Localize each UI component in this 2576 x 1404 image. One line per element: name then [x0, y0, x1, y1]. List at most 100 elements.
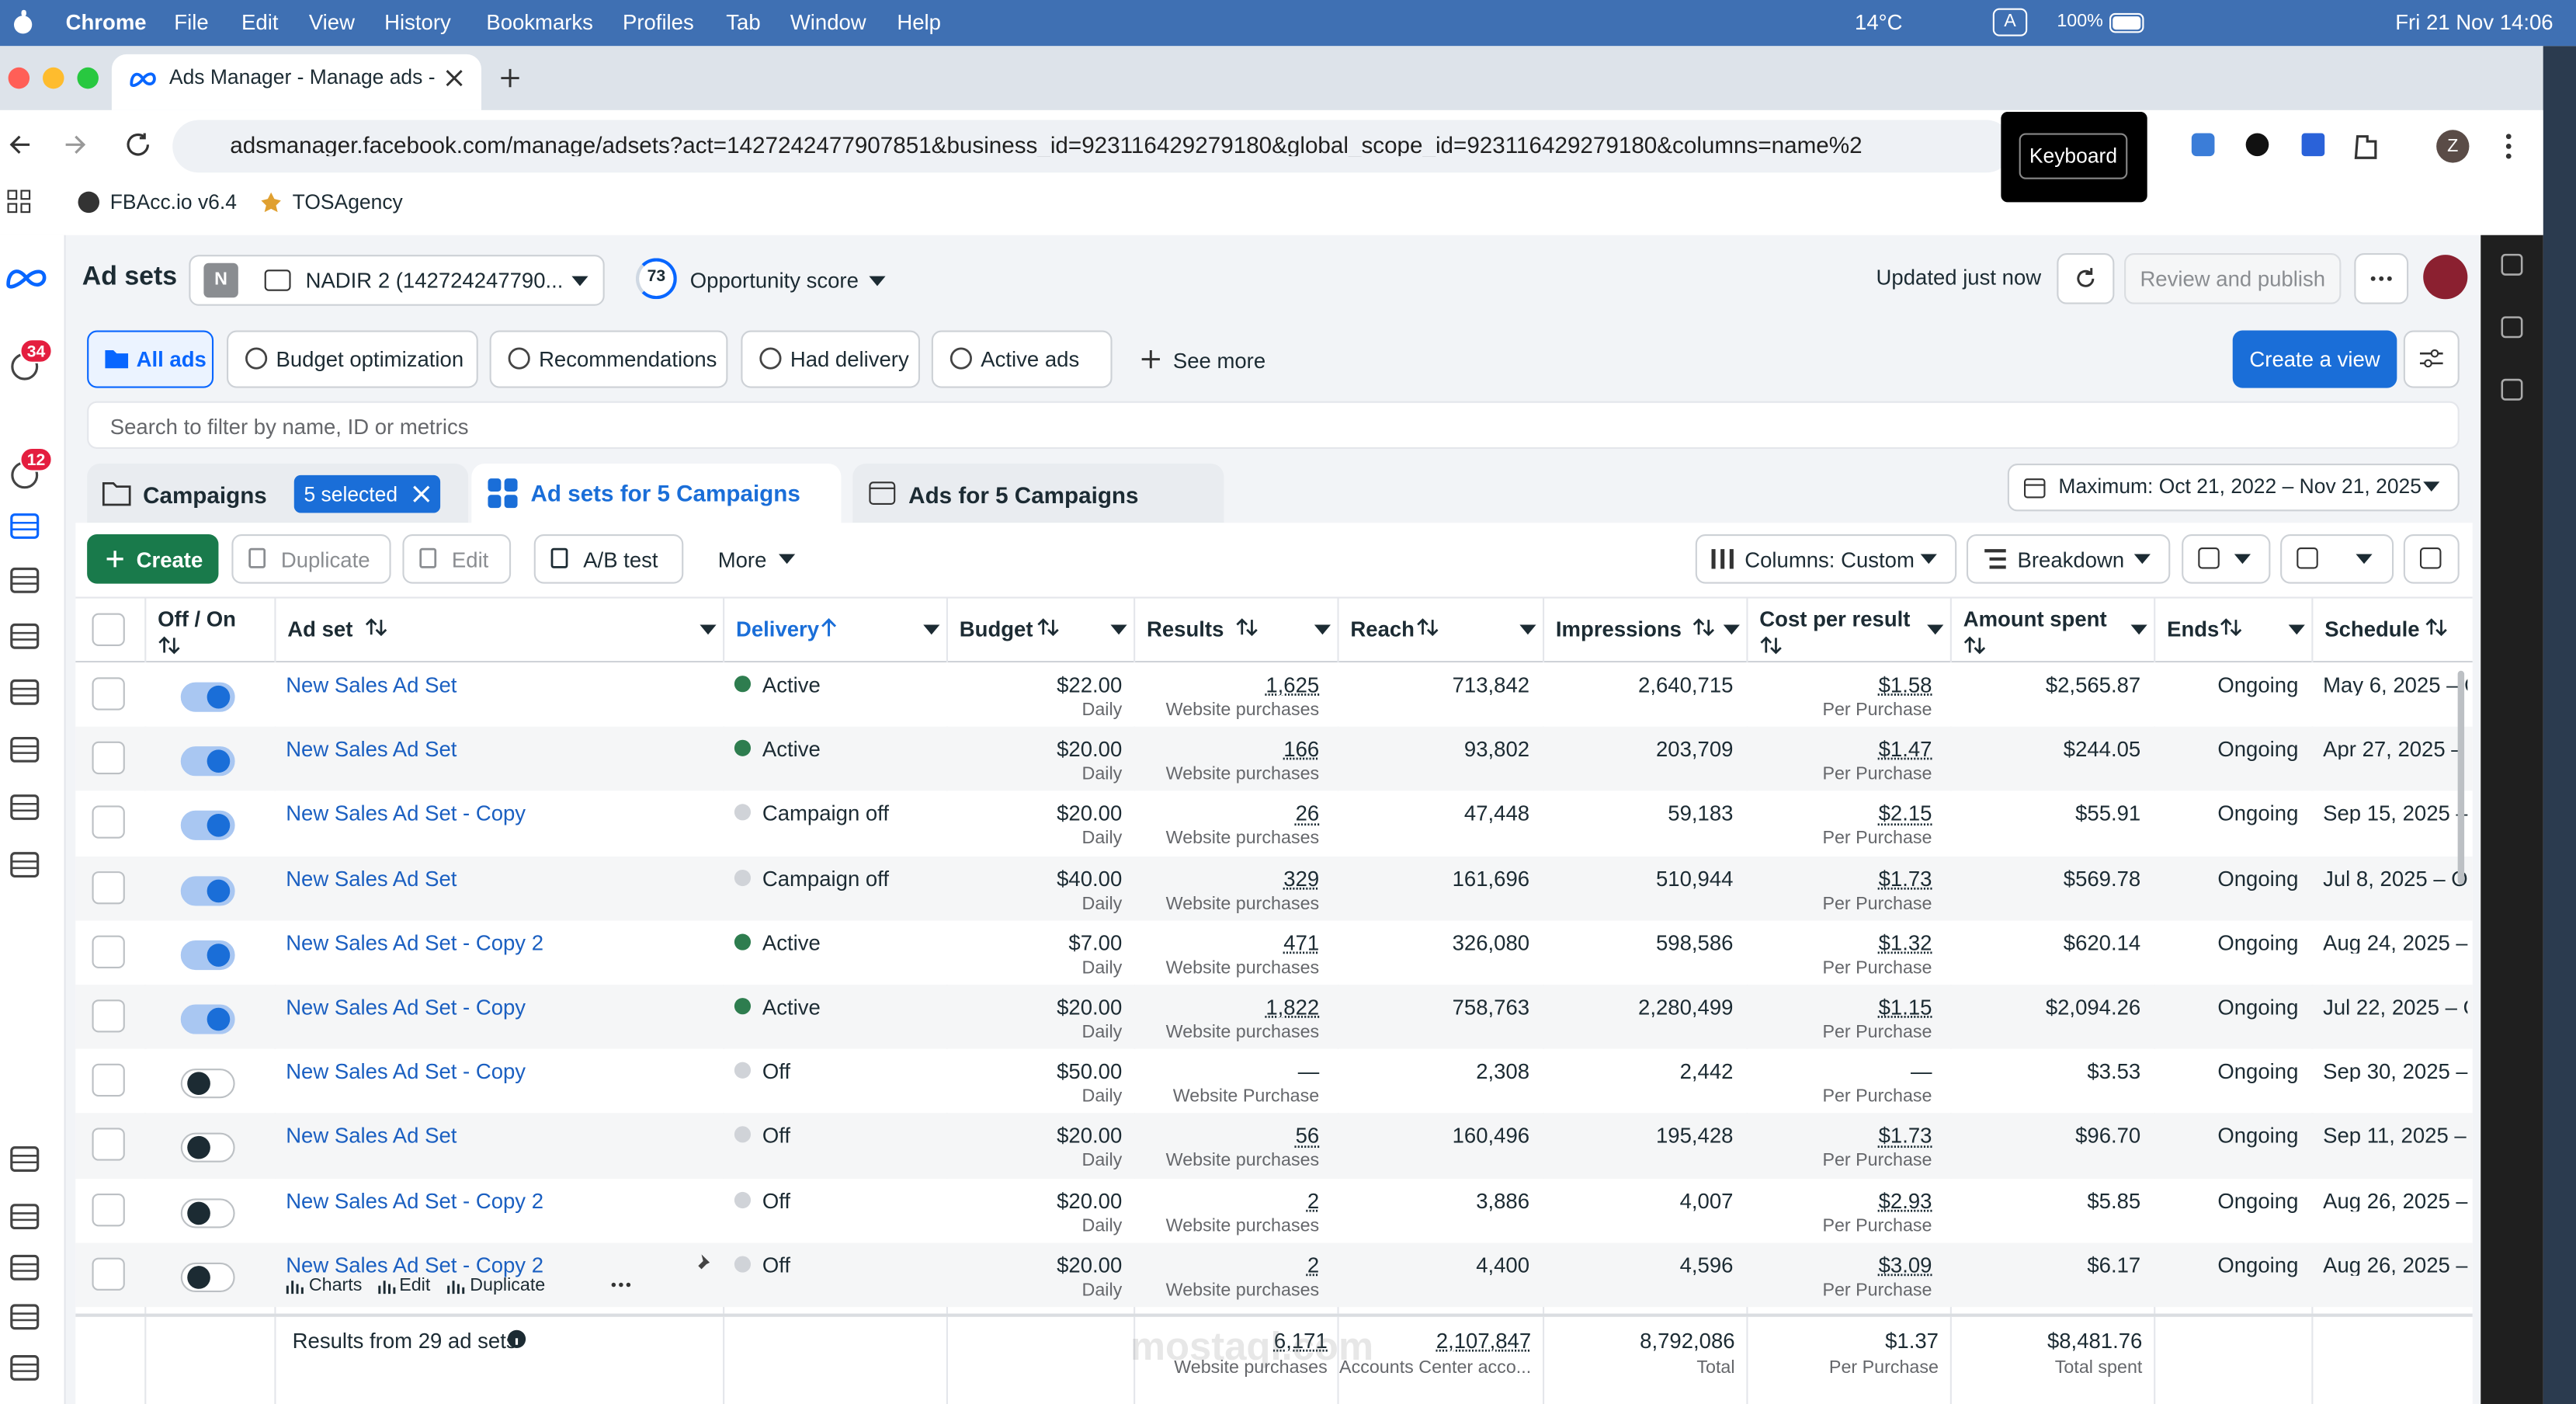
toggle[interactable]	[180, 1262, 235, 1292]
filter-chip-label[interactable]: Budget optimization	[276, 346, 464, 372]
column-header[interactable]: Off / On	[158, 606, 237, 631]
ad-set-name[interactable]: New Sales Ad Set	[286, 865, 457, 891]
checkbox[interactable]	[92, 1064, 125, 1097]
filter-chip-label[interactable]: Had delivery	[790, 346, 909, 372]
ad-set-name[interactable]: New Sales Ad Set	[286, 736, 457, 762]
refresh-button[interactable]	[2057, 253, 2115, 304]
ad-set-name[interactable]: New Sales Ad Set - Copy	[286, 801, 526, 826]
checkbox[interactable]	[92, 1193, 125, 1226]
menu-item[interactable]: Window	[790, 9, 866, 35]
toolbar-label[interactable]: A/B test	[583, 547, 658, 572]
row-action[interactable]: Charts	[308, 1275, 363, 1295]
column-header[interactable]: Ad set	[287, 616, 353, 641]
ad-set-name[interactable]: New Sales Ad Set - Copy 2	[286, 930, 544, 955]
checkbox[interactable]	[92, 999, 125, 1033]
toolbar-label[interactable]: Duplicate	[280, 547, 370, 572]
toolbar-button[interactable]	[2280, 534, 2394, 584]
window-button[interactable]	[77, 67, 99, 89]
checkbox[interactable]	[92, 742, 125, 775]
checkbox[interactable]	[92, 806, 125, 839]
toolbar-button[interactable]	[231, 534, 391, 584]
profile-avatar[interactable]: Z	[2436, 130, 2470, 163]
create-label[interactable]: Create	[136, 547, 203, 572]
column-header[interactable]: Impressions	[1555, 616, 1682, 641]
toolbar-button[interactable]	[533, 534, 684, 584]
menu-item[interactable]: Tab	[726, 9, 761, 35]
active-tab[interactable]	[111, 54, 482, 110]
level-tab[interactable]	[852, 464, 1224, 523]
column-header[interactable]: Reach	[1350, 616, 1415, 641]
toggle-knob	[207, 943, 231, 967]
column-header[interactable]: Schedule	[2324, 616, 2420, 641]
checkbox[interactable]	[92, 1257, 125, 1291]
create-view-button[interactable]: Create a view	[2232, 330, 2397, 388]
toggle[interactable]	[180, 811, 235, 841]
menu-item[interactable]: Edit	[241, 9, 279, 35]
opportunity-label[interactable]: Opportunity score	[689, 268, 859, 293]
toolbar-button[interactable]	[2182, 534, 2271, 584]
column-header[interactable]: Ends	[2167, 616, 2220, 641]
column-header[interactable]: Budget	[959, 616, 1033, 641]
toolbar-label[interactable]: Columns: Custom	[1745, 547, 1915, 572]
toggle[interactable]	[180, 1069, 235, 1099]
checkbox[interactable]	[92, 613, 125, 647]
filter-chip[interactable]	[931, 330, 1113, 388]
menu-item[interactable]: Profiles	[622, 9, 694, 35]
toggle[interactable]	[180, 1197, 235, 1228]
ad-set-name[interactable]: New Sales Ad Set	[286, 1123, 457, 1149]
toggle[interactable]	[180, 940, 235, 970]
ad-set-name[interactable]: New Sales Ad Set	[286, 672, 457, 697]
filter-chip[interactable]	[741, 330, 920, 388]
account-icon	[264, 269, 291, 291]
window-button[interactable]	[43, 67, 64, 89]
filter-chip-label[interactable]: All ads	[136, 346, 207, 372]
toolbar-label[interactable]: Breakdown	[2017, 547, 2125, 572]
menu-item[interactable]: File	[174, 9, 209, 35]
bookmark[interactable]: TOSAgency	[292, 190, 403, 214]
date-picker[interactable]	[2007, 464, 2460, 512]
ad-set-name[interactable]: New Sales Ad Set - Copy 2	[286, 1252, 544, 1277]
toolbar-button[interactable]	[2403, 534, 2460, 584]
checkbox[interactable]	[92, 1128, 125, 1162]
level-tab-active[interactable]	[471, 464, 842, 523]
toggle[interactable]	[180, 1133, 235, 1163]
row-action[interactable]: Edit	[399, 1275, 431, 1295]
filter-chip-label[interactable]: Recommendations	[539, 346, 717, 372]
omnibox[interactable]	[172, 120, 2013, 173]
toolbar-label[interactable]: Edit	[451, 547, 489, 572]
user-avatar[interactable]	[2423, 255, 2468, 300]
review-publish-button[interactable]: Review and publish	[2124, 253, 2342, 304]
filter-chip[interactable]	[227, 330, 478, 388]
cell-spent: $55.91	[2075, 801, 2141, 826]
toolbar-label[interactable]: More	[717, 547, 767, 572]
checkbox[interactable]	[92, 935, 125, 968]
row-action[interactable]: Duplicate	[470, 1275, 546, 1295]
toggle[interactable]	[180, 682, 235, 712]
bookmark[interactable]: FBAcc.io v6.4	[109, 190, 237, 214]
column-header[interactable]: Cost per result	[1759, 606, 1911, 631]
account-picker[interactable]	[189, 255, 605, 306]
toggle[interactable]	[180, 875, 235, 905]
totals-subtext: Accounts Center acco...	[1339, 1357, 1532, 1378]
menu-item[interactable]: Help	[897, 9, 941, 35]
checkbox[interactable]	[92, 677, 125, 711]
window-button[interactable]	[8, 67, 30, 89]
ad-set-name[interactable]: New Sales Ad Set - Copy	[286, 1058, 526, 1084]
search-box[interactable]	[87, 401, 2460, 449]
filter-settings[interactable]	[2403, 330, 2460, 388]
ad-set-name[interactable]: New Sales Ad Set - Copy 2	[286, 1187, 544, 1213]
ad-set-name[interactable]: New Sales Ad Set - Copy	[286, 994, 526, 1020]
column-header[interactable]: Delivery	[735, 616, 820, 641]
toggle[interactable]	[180, 746, 235, 777]
see-more[interactable]: See more	[1172, 348, 1266, 374]
checkbox[interactable]	[92, 871, 125, 904]
column-header[interactable]: Results	[1147, 616, 1224, 641]
table-row	[75, 791, 2473, 857]
toggle[interactable]	[180, 1004, 235, 1034]
menu-item[interactable]: View	[308, 9, 355, 35]
toolbar-button[interactable]	[1695, 534, 1957, 584]
filter-chip-label[interactable]: Active ads	[981, 346, 1080, 372]
menu-item[interactable]: Bookmarks	[486, 9, 593, 35]
menu-item[interactable]: History	[384, 9, 451, 35]
column-header[interactable]: Amount spent	[1963, 606, 2107, 631]
